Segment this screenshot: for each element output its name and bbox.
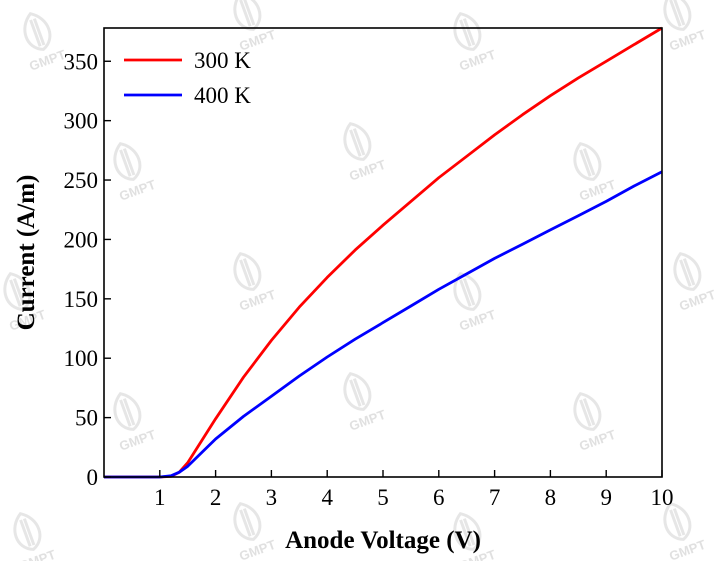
watermark-logo (23, 12, 52, 51)
watermark-logo (573, 142, 602, 181)
x-tick-label: 8 (545, 485, 557, 510)
watermark-mark: GMPT (453, 272, 498, 334)
legend-label: 400 K (194, 83, 251, 108)
watermark-mark: GMPT (453, 12, 498, 74)
x-tick-label: 2 (210, 485, 222, 510)
watermark-logo (663, 0, 692, 31)
x-tick-label: 9 (600, 485, 612, 510)
x-tick-label: 4 (321, 485, 333, 510)
watermark-mark: GMPT (23, 12, 68, 74)
watermark-logo (233, 502, 262, 541)
y-axis-label: Current (A/m) (13, 175, 40, 331)
watermark-text: GMPT (347, 407, 387, 434)
watermark-logo (343, 372, 372, 411)
watermark-logo (343, 122, 372, 161)
x-tick-label: 1 (154, 485, 166, 510)
watermark-text: GMPT (17, 547, 57, 561)
y-tick-label: 250 (64, 168, 99, 193)
watermark-mark: GMPT (113, 142, 158, 204)
watermark-logo (453, 512, 482, 551)
x-tick-label: 7 (489, 485, 501, 510)
watermark-mark: GMPT (573, 142, 618, 204)
watermark-logo (453, 272, 482, 311)
y-tick-label: 350 (64, 49, 99, 74)
x-tick-label: 5 (377, 485, 389, 510)
legend: 300 K 400 K (124, 48, 251, 108)
x-tick-label: 6 (433, 485, 445, 510)
watermark-logo (453, 12, 482, 51)
watermark-text: GMPT (237, 287, 277, 314)
watermark-logo (673, 252, 702, 291)
watermark-text: GMPT (457, 307, 497, 334)
watermark-mark: GMPT (573, 392, 618, 454)
watermark-logo (663, 502, 692, 541)
x-tick-label: 10 (651, 485, 674, 510)
watermark-mark: GMPT (673, 252, 718, 314)
watermark-logo (13, 512, 42, 551)
watermark-logo (573, 392, 602, 431)
watermark-text: GMPT (667, 537, 707, 561)
series-line (104, 26, 663, 479)
watermark-text: GMPT (117, 427, 157, 454)
watermark-logo (113, 142, 142, 181)
watermark-text: GMPT (677, 287, 717, 314)
watermark-text: GMPT (27, 47, 67, 74)
y-tick-label: 200 (64, 227, 99, 252)
watermark-logo (3, 272, 32, 311)
plot-lines (104, 26, 663, 479)
y-tick-label: 0 (87, 465, 99, 490)
watermark-logo (233, 252, 262, 291)
watermark-text: GMPT (457, 47, 497, 74)
watermark-mark: GMPT (13, 512, 58, 561)
x-tick-label: 3 (266, 485, 278, 510)
y-tick-label: 300 (64, 109, 99, 134)
watermark-logo (113, 392, 142, 431)
watermark-text: GMPT (577, 427, 617, 454)
y-tick-label: 150 (64, 287, 99, 312)
watermark-text: GMPT (237, 537, 277, 561)
series-line (104, 170, 663, 479)
watermark-text: GMPT (117, 177, 157, 204)
x-axis-label: Anode Voltage (V) (285, 527, 481, 554)
legend-label: 300 K (194, 48, 251, 73)
watermark-mark: GMPT (233, 252, 278, 314)
y-tick-label: 50 (75, 406, 98, 431)
watermark-text: GMPT (347, 157, 387, 184)
watermark-mark: GMPT (343, 372, 388, 434)
watermark-mark: GMPT (663, 0, 708, 54)
y-tick-label: 100 (64, 346, 99, 371)
watermark-text: GMPT (667, 27, 707, 54)
watermark-mark: GMPT (113, 392, 158, 454)
watermark-mark: GMPT (233, 0, 278, 54)
watermark-logo (233, 0, 262, 31)
watermark-mark: GMPT (343, 122, 388, 184)
